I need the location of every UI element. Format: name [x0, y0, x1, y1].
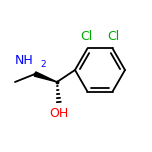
Text: 2: 2	[40, 60, 46, 69]
Polygon shape	[34, 72, 57, 82]
Text: OH: OH	[49, 107, 69, 120]
Text: Cl: Cl	[107, 30, 120, 43]
Text: Cl: Cl	[80, 30, 93, 43]
Text: NH: NH	[15, 54, 34, 67]
